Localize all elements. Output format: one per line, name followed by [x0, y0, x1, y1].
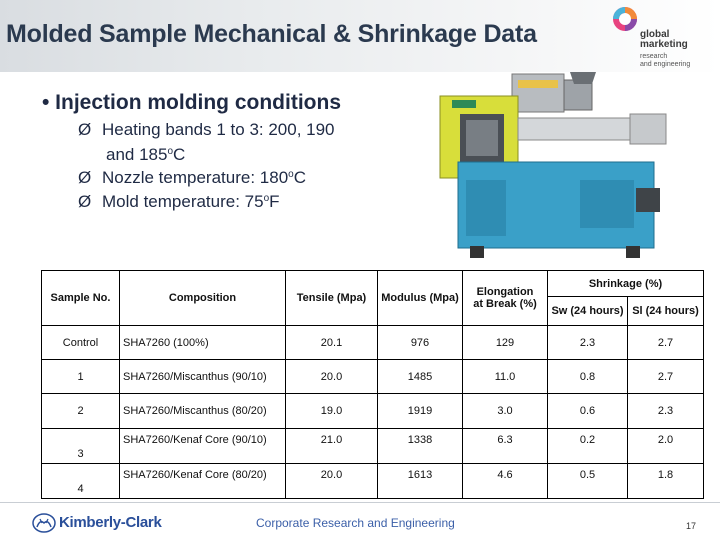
- logo-text-global: global: [640, 29, 670, 40]
- table-cell-sw: 0.6: [548, 394, 628, 429]
- table-cell-elongation: 6.3: [463, 429, 548, 464]
- table-cell-tensile: 20.1: [286, 326, 378, 360]
- page-number: 17: [686, 521, 697, 531]
- sub-bullet-text: Heating bands 1 to 3: 200, 190: [102, 120, 335, 139]
- header-sl: Sl (24 hours): [628, 297, 703, 326]
- table-cell-elongation: 129: [463, 326, 548, 360]
- injection-molding-machine-image: [439, 72, 667, 258]
- table-cell-modulus: 1919: [378, 394, 463, 429]
- arrow-bullet-icon: Ø: [78, 120, 92, 139]
- global-marketing-logo-icon: [613, 7, 637, 31]
- sub-bullet-unit: C: [293, 168, 306, 187]
- table-cell-tensile: 19.0: [286, 394, 378, 429]
- table-cell-sample: 4: [42, 464, 120, 498]
- footer-divider: [0, 502, 720, 503]
- degree-superscript: o: [167, 146, 174, 157]
- table-cell-sl: 2.3: [628, 394, 703, 429]
- table-cell-sw: 0.8: [548, 360, 628, 394]
- table-cell-composition: SHA7260/Miscanthus (80/20): [120, 394, 286, 429]
- table-cell-sample: 1: [42, 360, 120, 394]
- header-sample-no: Sample No.: [42, 271, 120, 326]
- mechanical-shrinkage-table: Sample No. Composition Tensile (Mpa) Mod…: [41, 270, 704, 499]
- table-cell-sl: 1.8: [657, 469, 674, 481]
- table-cell-modulus: 976: [378, 326, 463, 360]
- table-cell-sample: Control: [42, 326, 120, 360]
- logo-text-research: research: [640, 53, 668, 60]
- table-cell-elongation: 4.6: [463, 464, 548, 498]
- sub-bullet-heating-continued: and 185oC: [106, 145, 185, 165]
- table-cell-sw: 0.5: [548, 464, 628, 498]
- header-elongation: Elongation at Break (%): [463, 271, 548, 326]
- table-cell-composition: SHA7260/Kenaf Core (90/10): [120, 429, 286, 464]
- degree-superscript: o: [288, 169, 294, 180]
- bullet-injection-conditions: • Injection molding conditions: [42, 91, 342, 114]
- table-cell-modulus: 1613: [378, 464, 463, 498]
- sub-bullet-unit: C: [173, 145, 186, 164]
- sub-bullet-text: and 185: [106, 145, 168, 164]
- table-cell-modulus: 1485: [378, 360, 463, 394]
- arrow-bullet-icon: Ø: [78, 192, 92, 211]
- table-cell-elongation: 11.0: [463, 360, 548, 394]
- slide-header: Molded Sample Mechanical & Shrinkage Dat…: [0, 0, 720, 72]
- header-sw: Sw (24 hours): [548, 297, 628, 326]
- kimberly-clark-logo-icon: [32, 513, 56, 533]
- logo-text-engineering: and engineering: [640, 61, 691, 68]
- header-background: [0, 0, 720, 72]
- table-cell-sample: 2: [42, 394, 120, 429]
- kimberly-clark-brand: Kimberly-Clark: [59, 514, 162, 531]
- table-cell-sw: 0.2: [548, 429, 628, 464]
- table-cell-composition: SHA7260/Kenaf Core (80/20): [120, 464, 286, 498]
- table-cell-tensile: 21.0: [286, 429, 378, 464]
- degree-superscript: o: [263, 193, 270, 204]
- table-cell-sample: 3: [42, 429, 120, 464]
- header-composition: Composition: [120, 271, 286, 326]
- logo-text-marketing: marketing: [640, 39, 688, 50]
- table-cell-sl: 2.0: [628, 429, 703, 464]
- slide-title: Molded Sample Mechanical & Shrinkage Dat…: [6, 20, 537, 48]
- table-cell-sl: 2.7: [628, 326, 703, 360]
- table-cell-modulus: 1338: [378, 429, 463, 464]
- table-cell-sw: 2.3: [548, 326, 628, 360]
- arrow-bullet-icon: Ø: [78, 168, 92, 187]
- sub-bullet-unit: F: [269, 192, 280, 211]
- footer-department: Corporate Research and Engineering: [256, 516, 455, 530]
- table-cell-sl: 2.7: [628, 360, 703, 394]
- sub-bullet-heating: Ø Heating bands 1 to 3: 200, 190: [78, 120, 335, 140]
- table-cell-tensile: 20.0: [286, 464, 378, 498]
- table-cell-composition: SHA7260 (100%): [120, 326, 286, 360]
- table-cell-composition: SHA7260/Miscanthus (90/10): [120, 360, 286, 394]
- table-cell-tensile: 20.0: [286, 360, 378, 394]
- header-modulus: Modulus (Mpa): [378, 271, 463, 326]
- sub-bullet-text: Mold temperature: 75: [102, 192, 264, 211]
- sub-bullet-text: Nozzle temperature: 180: [102, 168, 289, 187]
- header-tensile: Tensile (Mpa): [286, 271, 378, 326]
- table-cell-elongation: 3.0: [463, 394, 548, 429]
- sub-bullet-nozzle: Ø Nozzle temperature: 180oC: [78, 168, 306, 188]
- sub-bullet-mold: Ø Mold temperature: 75oF: [78, 192, 280, 212]
- header-shrinkage: Shrinkage (%): [548, 271, 703, 297]
